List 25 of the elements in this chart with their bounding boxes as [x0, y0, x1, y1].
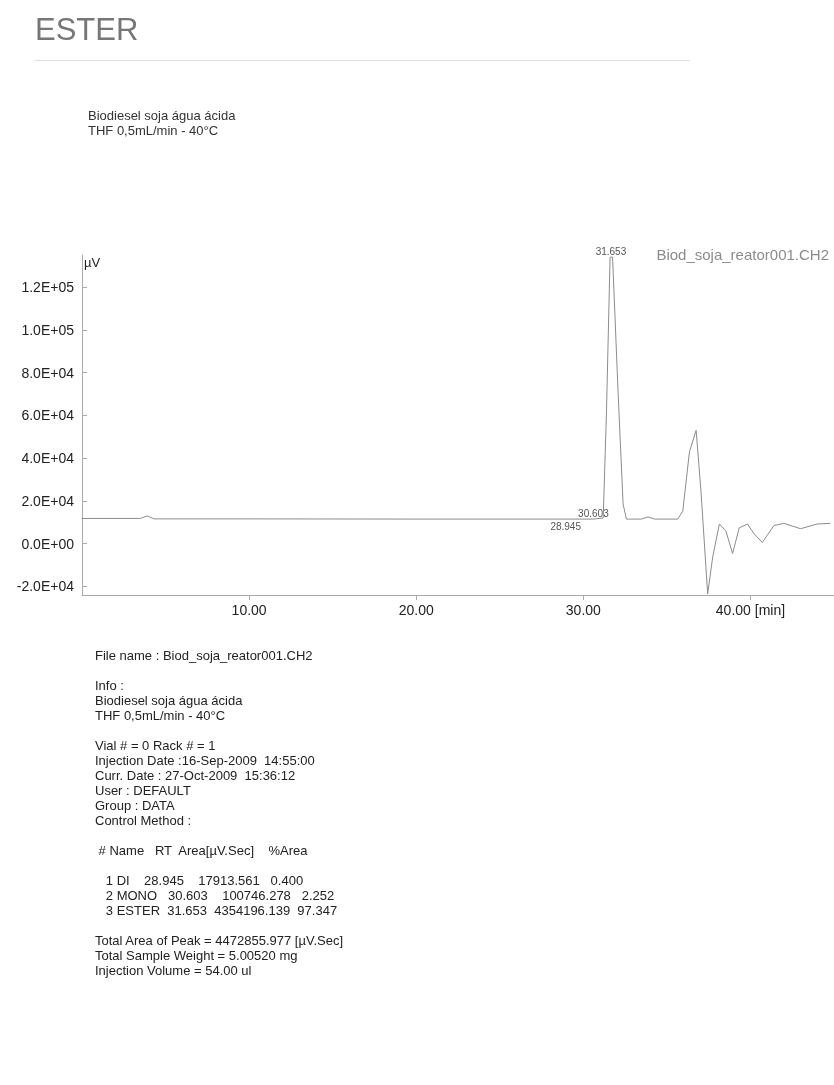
x-tick-label: 40.00 [min] [715, 602, 786, 618]
x-tick-label: 10.00 [231, 602, 267, 618]
text: Vial # = 0 Rack # = 1 Injection Date :16-Sep-2009 14:55:00 Curr. Date : 27-Oct-2009 15:36:12 User : DEFAULT Group : DATA Control Method : [95, 738, 316, 828]
x-tick-label: 20.00 [398, 602, 434, 618]
chart-subtitle: Biodiesel soja água ácida THF 0,5mL/min - 40°C [88, 108, 236, 138]
text: 1 DI 28.945 17913.561 0.400 2 MONO 30.603 100746.278 2.252 3 ESTER 31.653 4354196.139 97.347 [104, 873, 339, 918]
annotation: 30.603 [578, 507, 610, 519]
y-tick-label: -2.0E+04 [16, 578, 75, 595]
text: Total Area of Peak = 4472855.977 [µV.Sec] Total Sample Weight = 5.00520 mg Injection Volume = 54.00 ul [95, 933, 344, 978]
y-tick-label: 4.0E+04 [21, 450, 75, 467]
y-tick-label: 1.2E+05 [21, 279, 75, 296]
y-tick-label: 8.0E+04 [21, 364, 75, 381]
annotation: 28.945 [550, 520, 582, 532]
chart-title: ESTER [35, 12, 139, 48]
y-tick-label: 6.0E+04 [21, 407, 75, 424]
y-tick-label: 2.0E+04 [21, 492, 75, 509]
y-tick-label: 1.0E+05 [21, 321, 75, 338]
text: File name : Biod_soja_reator001.CH2 [95, 648, 314, 663]
annotation: 31.653 [595, 245, 627, 257]
x-tick-label: 30.00 [565, 602, 602, 618]
text: Biod_soja_reator001.CH2 [656, 246, 830, 263]
text: # Name RT Area[µV.Sec] %Area [97, 843, 309, 858]
text: Info : Biodiesel soja água ácida THF 0,5mL/min - 40°C [95, 678, 244, 723]
y-axis-title: µV [84, 255, 101, 270]
y-tick-label: 0.0E+00 [21, 535, 75, 552]
